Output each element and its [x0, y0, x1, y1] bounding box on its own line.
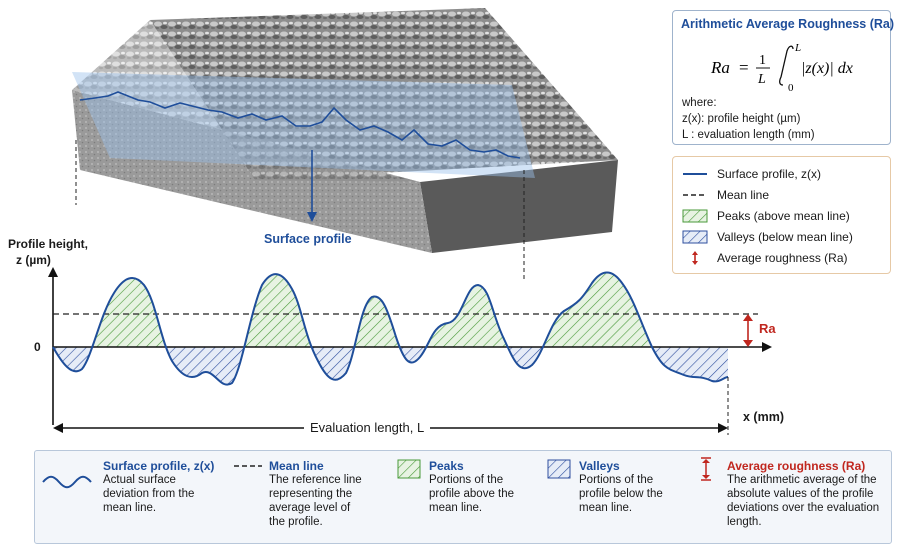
- formula-where: where:: [682, 97, 717, 109]
- desc-valleys-line: profile below the: [579, 488, 663, 500]
- valleys-area: [53, 347, 728, 385]
- formula-frac-num: 1: [759, 53, 766, 68]
- formula-equals: =: [739, 58, 749, 77]
- desc-mean: Mean line The reference line representin…: [269, 459, 362, 529]
- legend-label-mean: Mean line: [717, 188, 770, 202]
- ra-double-arrow-icon: [701, 457, 711, 481]
- block-top-face: [150, 8, 618, 180]
- desc-peaks-title: Peaks: [429, 459, 464, 473]
- desc-profile-line: deviation from the: [103, 488, 195, 500]
- desc-mean-line: average level of: [269, 502, 351, 514]
- desc-mean-line: the profile.: [269, 516, 323, 528]
- desc-ra-line: The arithmetic average of the: [727, 474, 877, 486]
- block-right-face: [420, 160, 618, 253]
- formula-lhs: Ra: [710, 58, 730, 77]
- mean-line-icon: [683, 194, 707, 196]
- y-axis-label: Profile height, z (µm): [8, 236, 88, 268]
- ra-formula: Ra = 1 L L 0 |z(x)| dx: [710, 42, 853, 93]
- formula-def-L: L : evaluation length (mm): [682, 129, 815, 141]
- formula-def-z: z(x): profile height (µm): [682, 113, 801, 125]
- ra-label: Ra: [759, 321, 776, 336]
- legend-label-profile: Surface profile, z(x): [717, 167, 822, 181]
- section-plane: [72, 72, 535, 178]
- desc-mean-title: Mean line: [269, 459, 324, 473]
- x-axis-label: x (mm): [743, 410, 784, 424]
- legend-item-ra: Average roughness (Ra): [681, 249, 848, 267]
- valleys-hatch-icon: [682, 230, 708, 244]
- ra-arrow-icon: [692, 251, 698, 265]
- legend-item-mean: Mean line: [681, 186, 769, 204]
- formula-frac-den: L: [757, 72, 766, 87]
- desc-valleys-line: mean line.: [579, 502, 633, 514]
- desc-valleys: Valleys Portions of the profile below th…: [579, 459, 663, 515]
- desc-ra-line: absolute values of the profile: [727, 488, 874, 500]
- profile-chart: [48, 267, 772, 435]
- legend-item-peaks: Peaks (above mean line): [681, 207, 850, 225]
- wave-icon: [42, 475, 92, 489]
- desc-peaks: Peaks Portions of the profile above the …: [429, 459, 514, 515]
- surface-profile-callout: Surface profile: [264, 232, 352, 246]
- desc-peaks-line: Portions of the: [429, 474, 504, 486]
- dashed-line-icon: [234, 465, 262, 467]
- surface-block-illustration: [72, 8, 618, 280]
- legend-label-peaks: Peaks (above mean line): [717, 209, 850, 223]
- desc-mean-line: The reference line: [269, 474, 362, 486]
- desc-profile-line: Actual surface: [103, 474, 176, 486]
- legend-label-ra: Average roughness (Ra): [717, 251, 848, 265]
- desc-valleys-title: Valleys: [579, 459, 620, 473]
- formula-integrand: |z(x)| dx: [801, 60, 853, 77]
- desc-mean-line: representing the: [269, 488, 353, 500]
- desc-profile: Surface profile, z(x) Actual surface dev…: [103, 459, 214, 515]
- legend-box: Surface profile, z(x) Mean line Peaks (a…: [672, 156, 891, 274]
- legend-item-profile: Surface profile, z(x): [681, 165, 821, 183]
- surface-profile-curve: [52, 271, 729, 386]
- peaks-hatch-box-icon: [397, 459, 421, 479]
- description-box: Surface profile, z(x) Actual surface dev…: [34, 450, 892, 544]
- peaks-area: [53, 272, 728, 347]
- section-profile-line: [79, 91, 521, 159]
- desc-ra: Average roughness (Ra) The arithmetic av…: [727, 459, 879, 529]
- zero-tick-label: 0: [34, 340, 41, 354]
- desc-peaks-line: mean line.: [429, 502, 483, 514]
- valleys-hatch-box-icon: [547, 459, 571, 479]
- peaks-hatch-icon: [682, 209, 708, 223]
- desc-ra-line: deviations over the evaluation: [727, 502, 880, 514]
- formula-upper: L: [794, 42, 801, 54]
- legend-label-valleys: Valleys (below mean line): [717, 230, 853, 244]
- formula-lower: 0: [788, 82, 794, 93]
- formula-box: Arithmetic Average Roughness (Ra) Ra = 1…: [672, 10, 895, 145]
- profile-line-icon: [683, 173, 707, 175]
- legend-item-valleys: Valleys (below mean line): [681, 228, 853, 246]
- formula-title: Arithmetic Average Roughness (Ra): [681, 17, 895, 31]
- desc-ra-title: Average roughness (Ra): [727, 459, 866, 473]
- desc-profile-line: mean line.: [103, 502, 157, 514]
- y-axis-label-line1: Profile height,: [8, 237, 89, 251]
- desc-ra-line: length.: [727, 516, 762, 528]
- desc-peaks-line: profile above the: [429, 488, 515, 500]
- evaluation-length-label: Evaluation length, L: [304, 420, 431, 435]
- desc-valleys-line: Portions of the: [579, 474, 654, 486]
- y-axis-label-line2: z (µm): [16, 253, 51, 267]
- desc-profile-title: Surface profile, z(x): [103, 459, 215, 473]
